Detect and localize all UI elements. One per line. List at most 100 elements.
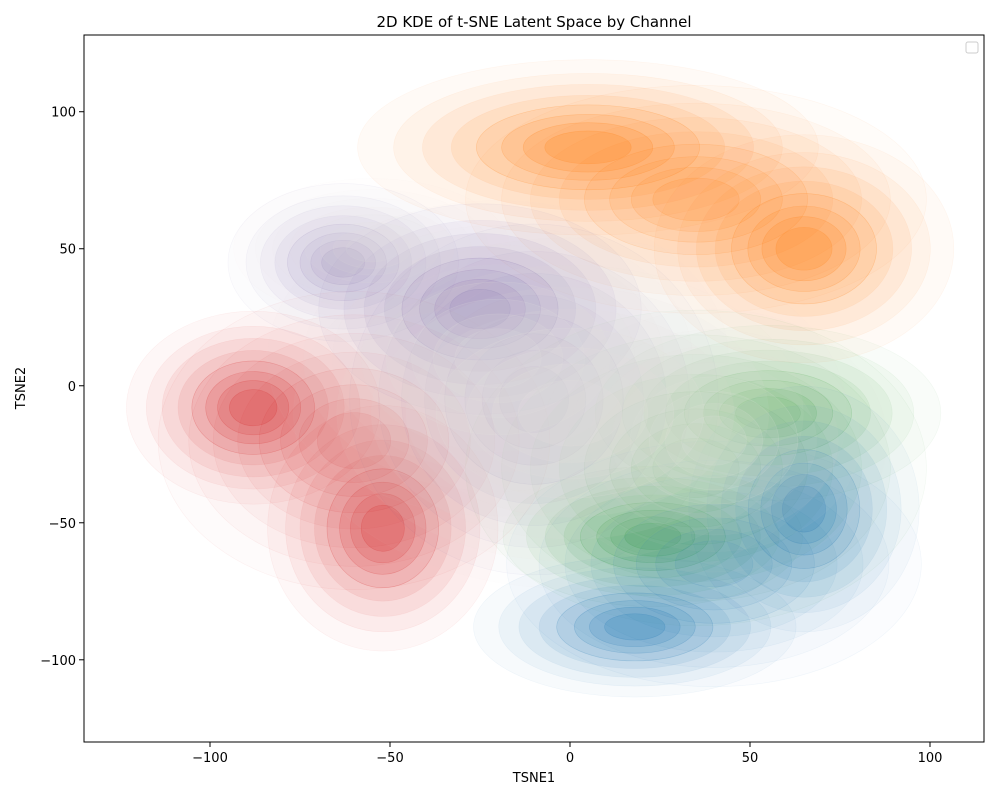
kde-contour bbox=[613, 504, 815, 624]
kde-series bbox=[357, 59, 955, 364]
kde-contour bbox=[343, 219, 617, 399]
kde-contour bbox=[653, 134, 955, 364]
kde-contour bbox=[544, 130, 632, 165]
kde-contour bbox=[360, 264, 636, 453]
kde-contour bbox=[177, 350, 329, 466]
kde-contour bbox=[310, 239, 376, 285]
kde-contour bbox=[393, 73, 783, 222]
kde-contour bbox=[609, 408, 783, 528]
density-layer bbox=[126, 59, 955, 698]
kde-contour bbox=[782, 485, 826, 533]
kde-contour bbox=[299, 232, 387, 293]
x-tick-label: 50 bbox=[742, 751, 759, 766]
kde-contour bbox=[517, 379, 623, 447]
kde-contour bbox=[466, 347, 674, 480]
y-tick-label: 100 bbox=[51, 106, 76, 121]
kde-contour bbox=[401, 257, 559, 361]
kde-contour bbox=[629, 376, 798, 505]
kde-contour bbox=[506, 440, 922, 687]
kde-contour bbox=[370, 286, 770, 540]
kde-contour bbox=[501, 114, 675, 181]
kde-contour bbox=[258, 368, 450, 514]
kde-contour bbox=[719, 388, 817, 439]
kde-contour bbox=[579, 502, 726, 571]
kde-contour bbox=[567, 329, 861, 552]
kde-contour bbox=[563, 494, 743, 579]
chart-title: 2D KDE of t-SNE Latent Space by Channel bbox=[376, 13, 691, 31]
kde-contour bbox=[411, 298, 585, 418]
kde-contour bbox=[272, 198, 472, 300]
kde-contour bbox=[319, 222, 425, 276]
kde-series bbox=[465, 309, 942, 627]
kde-contour bbox=[454, 328, 542, 389]
kde-contour bbox=[260, 205, 427, 320]
kde-contour bbox=[401, 273, 667, 526]
kde-contour bbox=[775, 227, 833, 271]
kde-contour bbox=[126, 310, 381, 505]
kde-contour bbox=[274, 215, 412, 310]
kde-contour bbox=[161, 338, 345, 478]
kde-contour bbox=[735, 396, 801, 430]
kde-contour bbox=[289, 206, 455, 291]
kde-contour bbox=[316, 412, 392, 469]
kde-contour bbox=[332, 244, 664, 473]
kde-contour bbox=[267, 200, 729, 517]
kde-contour bbox=[674, 540, 754, 588]
kde-contour bbox=[604, 613, 666, 641]
kde-contour bbox=[386, 281, 610, 436]
x-tick-label: −50 bbox=[376, 751, 403, 766]
kde-contour bbox=[558, 373, 834, 562]
kde-contour bbox=[450, 94, 726, 200]
kde-contour bbox=[476, 104, 700, 191]
kde-contour bbox=[584, 143, 808, 255]
kde-contour bbox=[326, 468, 439, 589]
kde-contour bbox=[518, 576, 752, 678]
kde-contour bbox=[574, 600, 696, 654]
kde-contour bbox=[321, 247, 366, 278]
kde-contour bbox=[255, 189, 489, 309]
kde-contour bbox=[481, 349, 587, 450]
kde-contour bbox=[212, 333, 496, 549]
kde-contour bbox=[594, 325, 942, 502]
kde-contour bbox=[303, 224, 693, 492]
kde-contour bbox=[304, 214, 440, 284]
y-tick-label: −50 bbox=[49, 517, 76, 532]
kde-contour bbox=[424, 295, 644, 504]
kde-contour bbox=[564, 475, 864, 653]
kde-contour bbox=[444, 314, 624, 485]
kde-contour bbox=[145, 325, 361, 490]
kde-contour bbox=[621, 338, 915, 488]
kde-contour bbox=[696, 166, 912, 331]
kde-contour bbox=[491, 363, 649, 463]
kde-contour bbox=[318, 203, 642, 415]
x-tick-label: 0 bbox=[566, 751, 574, 766]
kde-contour bbox=[747, 205, 861, 292]
kde-contour bbox=[610, 516, 696, 557]
kde-contour bbox=[217, 380, 290, 436]
kde-contour bbox=[501, 334, 891, 602]
kde-contour bbox=[630, 423, 762, 513]
kde-contour bbox=[688, 386, 920, 633]
x-axis-title: TSNE1 bbox=[512, 771, 555, 786]
kde-contour bbox=[473, 556, 797, 698]
kde-contour bbox=[530, 117, 862, 282]
kde-contour bbox=[349, 223, 719, 576]
kde-contour bbox=[465, 309, 927, 627]
kde-contour bbox=[648, 390, 780, 491]
kde-contour bbox=[299, 439, 466, 617]
kde-series bbox=[227, 183, 719, 576]
kde-contour bbox=[540, 308, 888, 573]
kde-contour bbox=[464, 333, 604, 466]
kde-contour bbox=[635, 517, 793, 611]
kde-contour bbox=[205, 371, 302, 445]
kde-contour bbox=[526, 476, 780, 596]
kde-contour bbox=[624, 523, 682, 550]
kde-contour bbox=[383, 246, 577, 372]
kde-contour bbox=[499, 366, 569, 433]
kde-contour bbox=[735, 435, 873, 583]
kde-contour bbox=[677, 152, 931, 346]
kde-contour bbox=[237, 351, 471, 530]
kde-contour bbox=[157, 291, 551, 590]
kde-contour bbox=[584, 391, 808, 545]
